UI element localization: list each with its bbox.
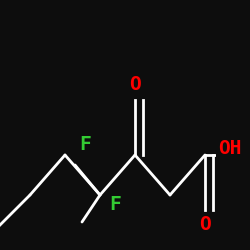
Text: F: F (79, 136, 91, 154)
Text: OH: OH (218, 138, 242, 158)
Text: F: F (109, 196, 121, 214)
Text: O: O (129, 76, 141, 94)
Text: O: O (199, 214, 211, 234)
